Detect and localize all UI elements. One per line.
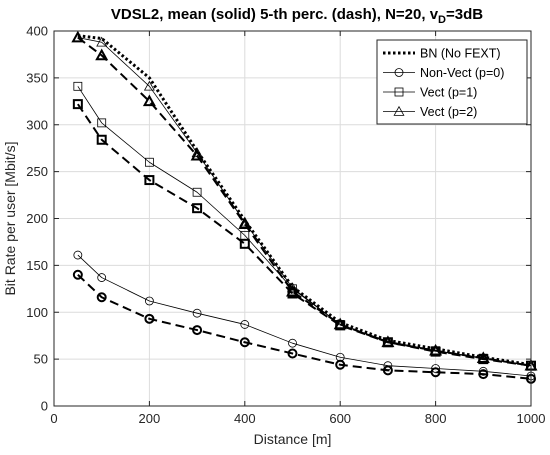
x-tick-label: 1000 (517, 411, 546, 426)
p5-marker (144, 313, 155, 324)
chart-title: VDSL2, mean (solid) 5-th perc. (dash), N… (111, 6, 483, 26)
p5-marker (142, 94, 156, 107)
p5-marker (476, 351, 490, 364)
p5-marker (335, 359, 346, 370)
mean-marker (96, 36, 108, 47)
y-tick-label: 150 (26, 258, 48, 273)
legend-label: BN (No FEXT) (420, 47, 501, 61)
series-3 (71, 30, 538, 371)
p5-marker (287, 348, 298, 359)
p5-marker (429, 343, 443, 356)
p5-marker (239, 337, 250, 348)
legend-item: BN (No FEXT) (383, 47, 501, 61)
legend-marker (393, 105, 405, 116)
mean-marker (431, 364, 441, 373)
mean-marker (192, 308, 202, 318)
tick-labels: 0 200 400 600 800 1000 0 50 100 150 200 250 300 350 40… (26, 24, 545, 427)
mean-marker (240, 320, 250, 329)
legend-item: Vect (p=1) (383, 86, 477, 100)
mean-marker (97, 273, 107, 282)
y-tick-label: 300 (26, 117, 48, 132)
series-layer (71, 30, 538, 384)
mean-marker (192, 187, 202, 197)
y-tick-label: 50 (34, 352, 48, 367)
y-tick-label: 100 (26, 305, 48, 320)
x-axis-label: Distance [m] (254, 431, 332, 447)
p5-marker (333, 317, 347, 330)
y-tick-label: 250 (26, 164, 48, 179)
y-tick-label: 0 (41, 399, 48, 414)
y-tick-label: 400 (26, 24, 48, 39)
p5-marker (192, 325, 203, 336)
mean-marker (143, 80, 155, 91)
series-0 (77, 34, 532, 367)
y-tick-label: 200 (26, 211, 48, 226)
legend-label: Vect (p=2) (420, 105, 477, 119)
p5-marker (430, 367, 441, 378)
series-1 (72, 250, 536, 384)
x-tick-label: 0 (50, 411, 57, 426)
legend-label: Vect (p=1) (420, 86, 477, 100)
x-tick-label: 200 (139, 411, 161, 426)
p5-marker (144, 175, 155, 186)
mean-marker (97, 118, 107, 128)
x-tick-label: 600 (329, 411, 351, 426)
p5-marker (239, 238, 250, 249)
p5-marker (96, 292, 107, 303)
series-p5-line (77, 274, 532, 380)
chart-title-subscript: D (438, 14, 446, 26)
legend-label: Non-Vect (p=0) (420, 66, 504, 80)
p5-marker (192, 203, 203, 214)
legend-marker (394, 87, 404, 97)
p5-marker (190, 148, 204, 161)
p5-marker (286, 284, 299, 297)
p5-marker (72, 99, 83, 110)
series-p5-line (77, 103, 532, 367)
p5-marker (71, 30, 85, 43)
series-p5-line (77, 36, 532, 367)
p5-marker (72, 269, 83, 280)
p5-marker (95, 48, 109, 61)
x-tick-label: 800 (425, 411, 447, 426)
mean-marker (144, 157, 154, 167)
p5-marker (382, 365, 393, 376)
series-mean-line (77, 34, 532, 367)
p5-marker (381, 335, 395, 348)
y-tick-label: 350 (26, 70, 48, 85)
legend-item: Non-Vect (p=0) (383, 66, 504, 80)
mean-marker (73, 81, 83, 91)
legend-box (376, 39, 528, 125)
chart-title-tail: =3dB (446, 6, 483, 23)
legend: BN (No FEXT) Non-Vect (p=0) Vect (p=1) Vect… (376, 39, 528, 125)
mean-marker (73, 250, 83, 260)
p5-marker (238, 217, 252, 229)
chart-title-main: VDSL2, mean (solid) 5-th perc. (dash), N… (111, 6, 439, 23)
x-tick-label: 400 (234, 411, 256, 426)
mean-marker (144, 296, 154, 306)
mean-marker (288, 338, 297, 348)
y-axis-label: Bit Rate per user [Mbit/s] (2, 141, 18, 295)
p5-marker (478, 369, 489, 380)
legend-marker (394, 68, 404, 77)
p5-marker (96, 134, 107, 145)
series-mean-line (77, 254, 532, 377)
legend-item: Vect (p=2) (383, 105, 477, 119)
tick-marks (53, 30, 532, 407)
